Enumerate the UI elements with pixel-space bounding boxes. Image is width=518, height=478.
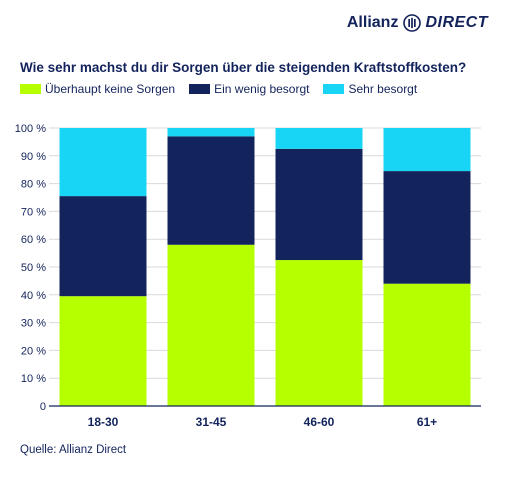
brand-name: Allianz [346, 14, 399, 31]
y-tick-label: 0 [40, 401, 46, 413]
bar-segment [383, 171, 471, 284]
legend-label-very: Sehr besorgt [348, 82, 418, 96]
legend-swatch-little [189, 84, 211, 94]
legend-label-none: Überhaupt keine Sorgen [45, 82, 176, 96]
y-tick-label: 10 % [21, 373, 46, 385]
brand-suffix: DIRECT [425, 14, 488, 31]
y-tick-label: 40 % [21, 290, 46, 302]
x-tick-label: 18-30 [88, 415, 119, 429]
bar-segment [59, 128, 147, 197]
allianz-eagle-icon [403, 14, 422, 32]
y-tick-label: 100 % [15, 123, 46, 135]
bar-segment [59, 196, 147, 297]
bar-segment [59, 296, 147, 406]
legend-item-little: Ein wenig besorgt [189, 82, 309, 96]
x-tick-label: 61+ [417, 415, 437, 429]
y-tick-label: 20 % [21, 345, 46, 357]
x-tick-label: 46-60 [304, 415, 335, 429]
x-tick-label: 31-45 [196, 415, 227, 429]
y-tick-label: 60 % [21, 234, 46, 246]
bar-segment [275, 128, 363, 149]
bar-segment [275, 260, 363, 406]
bar-segment [383, 283, 471, 406]
legend-swatch-none [20, 84, 41, 94]
y-tick-label: 30 % [21, 318, 46, 330]
bar-segment [383, 128, 471, 172]
y-tick-label: 50 % [21, 262, 46, 274]
y-tick-label: 70 % [21, 206, 46, 218]
chart-legend: Überhaupt keine Sorgen Ein wenig besorgt… [20, 82, 431, 96]
legend-item-very: Sehr besorgt [323, 82, 417, 96]
bar-segment [167, 128, 255, 137]
legend-label-little: Ein wenig besorgt [214, 82, 310, 96]
y-tick-label: 90 % [21, 151, 46, 163]
bar-segment [167, 136, 255, 245]
bar-segment [275, 148, 363, 261]
legend-swatch-very [323, 84, 345, 94]
chart-title: Wie sehr machst du dir Sorgen über die s… [20, 60, 467, 75]
brand-logo: Allianz DIRECT [347, 14, 488, 32]
legend-item-none: Überhaupt keine Sorgen [20, 82, 175, 96]
source-note: Quelle: Allianz Direct [20, 444, 127, 456]
y-tick-label: 80 % [21, 179, 46, 191]
bar-segment [167, 244, 255, 406]
